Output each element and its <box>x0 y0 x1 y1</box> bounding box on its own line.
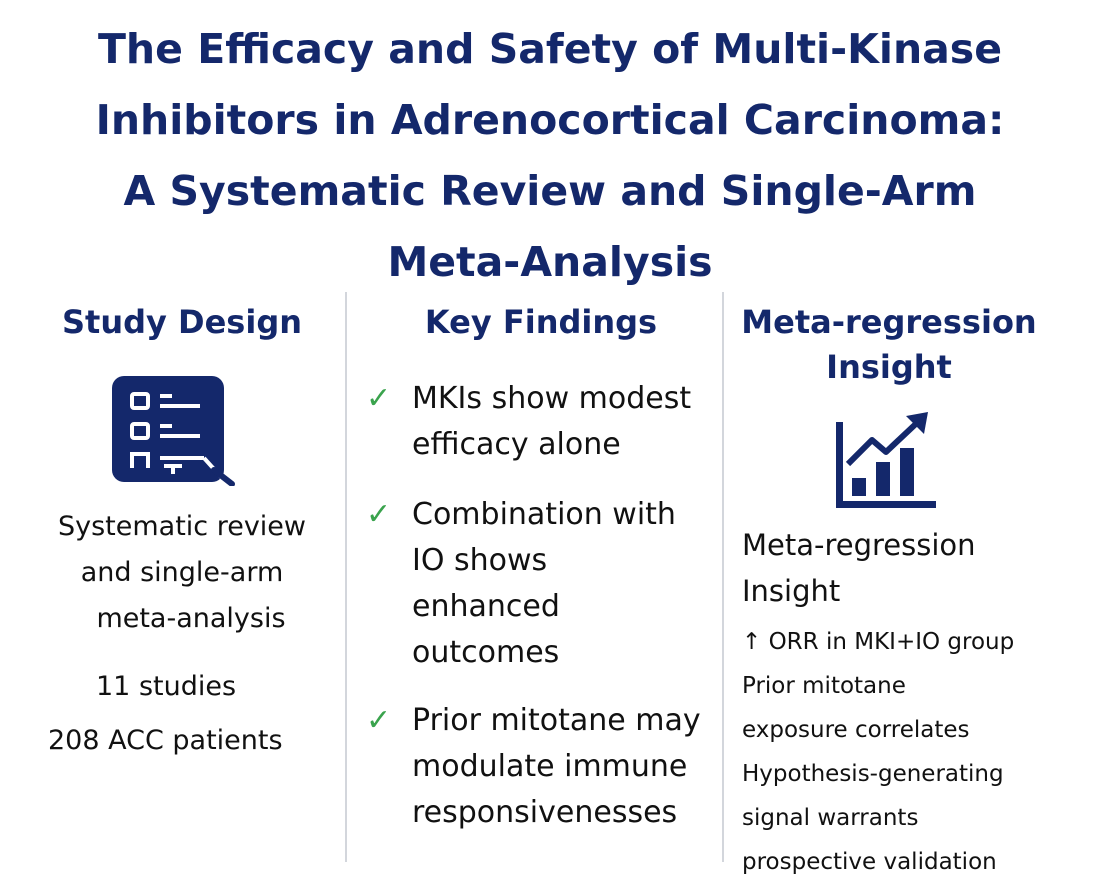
finding-line: Combination with <box>412 497 676 532</box>
bar-chart-trend-icon <box>834 410 938 514</box>
insight-heading: Meta-regression Insight <box>734 300 1044 390</box>
column-divider <box>345 292 347 862</box>
finding-item: ✓ MKIs show modest efficacy alone <box>366 376 691 468</box>
insight-subheading-line: Insight <box>742 574 841 608</box>
study-design-description-line: Systematic review <box>57 511 307 542</box>
column-divider <box>722 292 724 862</box>
title-line: The Efficacy and Safety of Multi-Kinase <box>97 25 1003 73</box>
finding-item: ✓ Combination with IO shows enhanced out… <box>366 492 676 676</box>
page-title: The Efficacy and Safety of Multi-Kinase … <box>30 14 1070 298</box>
finding-line: efficacy alone <box>412 427 621 462</box>
checkmark-icon: ✓ <box>366 381 392 416</box>
studies-count: 11 studies <box>96 671 237 702</box>
finding-line: modulate immune <box>412 749 688 784</box>
title-line: A Systematic Review and Single-Arm <box>123 167 977 215</box>
title-line: Inhibitors in Adrenocortical Carcinoma: <box>95 96 1005 144</box>
insight-line: signal warrants <box>742 805 919 831</box>
checkmark-icon: ✓ <box>366 497 392 532</box>
insight-subheading-line: Meta-regression <box>742 528 976 562</box>
insight-line: ↑ ORR in MKI+IO group <box>742 629 1015 655</box>
insight-line: Hypothesis-generating <box>742 761 1004 787</box>
insight-line: exposure correlates <box>742 717 970 743</box>
key-findings-heading: Key Findings <box>424 303 658 341</box>
study-design-heading: Study Design <box>62 303 302 341</box>
finding-line: Prior mitotane may <box>412 703 701 738</box>
finding-line: responsivenesses <box>412 795 678 830</box>
finding-line: IO shows <box>412 543 548 578</box>
insight-heading-line: Insight <box>826 348 952 386</box>
patients-count: 208 ACC patients <box>48 725 283 756</box>
study-design-description-line: meta-analysis <box>96 603 286 634</box>
checklist-search-icon <box>110 374 236 490</box>
key-findings-column: Key Findings ✓ MKIs show modest efficacy… <box>366 296 716 830</box>
finding-line: outcomes <box>412 635 560 670</box>
checkmark-icon: ✓ <box>366 703 392 738</box>
study-design-column: Study Design Systematic review and singl… <box>28 296 336 756</box>
insight-line: Prior mitotane <box>742 673 906 699</box>
insight-line: prospective validation <box>742 849 997 875</box>
finding-line: MKIs show modest <box>412 381 692 416</box>
finding-line: enhanced <box>412 589 560 624</box>
insight-heading-line: Meta-regression <box>741 303 1037 341</box>
title-line: Meta-Analysis <box>387 238 713 286</box>
study-design-description-line: and single-arm <box>80 557 284 588</box>
insight-column: Meta-regression Insight Meta-regression … <box>734 296 1074 875</box>
finding-item: ✓ Prior mitotane may modulate immune res… <box>366 698 701 836</box>
